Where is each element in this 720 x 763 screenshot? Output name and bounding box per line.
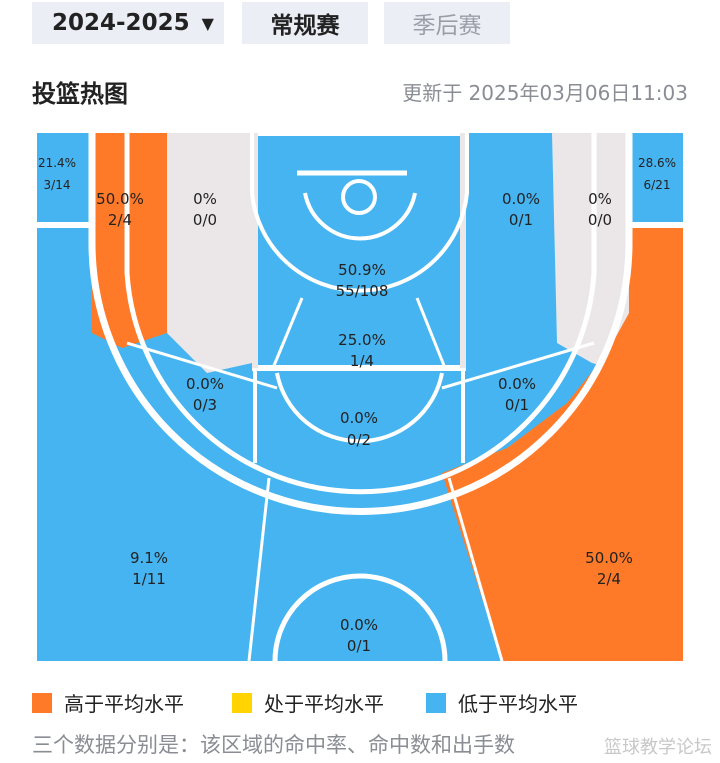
tab-playoffs[interactable]: 季后赛	[384, 2, 510, 44]
right-corner3-made: 6/21	[644, 178, 671, 192]
data-note: 三个数据分别是：该区域的命中率、命中数和出手数	[32, 733, 515, 757]
right-mid-inner-a-pct: 0.0%	[502, 190, 540, 208]
left-elbow-pct: 0.0%	[186, 375, 224, 393]
legend-average-swatch	[232, 692, 252, 713]
right-mid-inner-b-pct: 0%	[588, 190, 612, 208]
right-wing3-pct: 50.0%	[585, 549, 633, 567]
right-elbow-pct: 0.0%	[498, 375, 536, 393]
right-elbow-made: 0/1	[505, 396, 529, 414]
legend-above: 高于平均水平	[32, 688, 184, 717]
zone-right-mid-inner-b[interactable]	[552, 133, 629, 373]
right-wing3-made: 2/4	[597, 570, 621, 588]
left-corner3-made: 3/14	[44, 178, 71, 192]
left-wing3-made: 1/11	[132, 570, 166, 588]
legend-below-label: 低于平均水平	[458, 692, 578, 716]
left-mid-inner-made: 0/0	[193, 211, 217, 229]
left-mid-inner-pct: 0%	[193, 190, 217, 208]
legend-average: 处于平均水平	[232, 688, 384, 717]
legend-below-swatch	[426, 692, 446, 713]
top3-pct: 0.0%	[340, 616, 378, 634]
season-label: 2024-2025	[52, 10, 190, 36]
legend-below: 低于平均水平	[426, 688, 578, 717]
paint-lower-pct: 25.0%	[338, 331, 386, 349]
right-mid-inner-b-made: 0/0	[588, 211, 612, 229]
legend-above-label: 高于平均水平	[64, 692, 184, 716]
updated-timestamp: 更新于 2025年03月06日11:03	[402, 81, 688, 105]
caret-down-icon: ▼	[201, 13, 214, 33]
tab-regular-season[interactable]: 常规赛	[242, 2, 368, 44]
left-wing-mid-outer-made: 2/4	[108, 211, 132, 229]
watermark: 篮球教学论坛	[604, 737, 712, 758]
left-wing3-pct: 9.1%	[130, 549, 168, 567]
legend-above-swatch	[32, 692, 52, 713]
top3-made: 0/1	[347, 637, 371, 655]
left-elbow-made: 0/3	[193, 396, 217, 414]
paint-top-pct: 50.9%	[338, 261, 386, 279]
season-dropdown[interactable]: 2024-2025 ▼	[32, 2, 224, 44]
paint-top-made: 55/108	[336, 282, 389, 300]
page-title: 投篮热图	[32, 80, 128, 108]
right-mid-inner-a-made: 0/1	[509, 211, 533, 229]
shot-heatmap: 21.4% 3/14 28.6% 6/21 50.0% 2/4 0% 0/0 0…	[37, 133, 683, 661]
top-key-made: 0/2	[347, 431, 371, 449]
left-corner3-pct: 21.4%	[38, 156, 76, 170]
zone-right-wing3[interactable]	[442, 225, 683, 661]
left-wing-mid-outer-pct: 50.0%	[96, 190, 144, 208]
top-key-pct: 0.0%	[340, 409, 378, 427]
zone-left-mid-inner[interactable]	[167, 133, 252, 373]
legend-average-label: 处于平均水平	[264, 692, 384, 716]
paint-lower-made: 1/4	[350, 352, 374, 370]
right-corner3-pct: 28.6%	[638, 156, 676, 170]
